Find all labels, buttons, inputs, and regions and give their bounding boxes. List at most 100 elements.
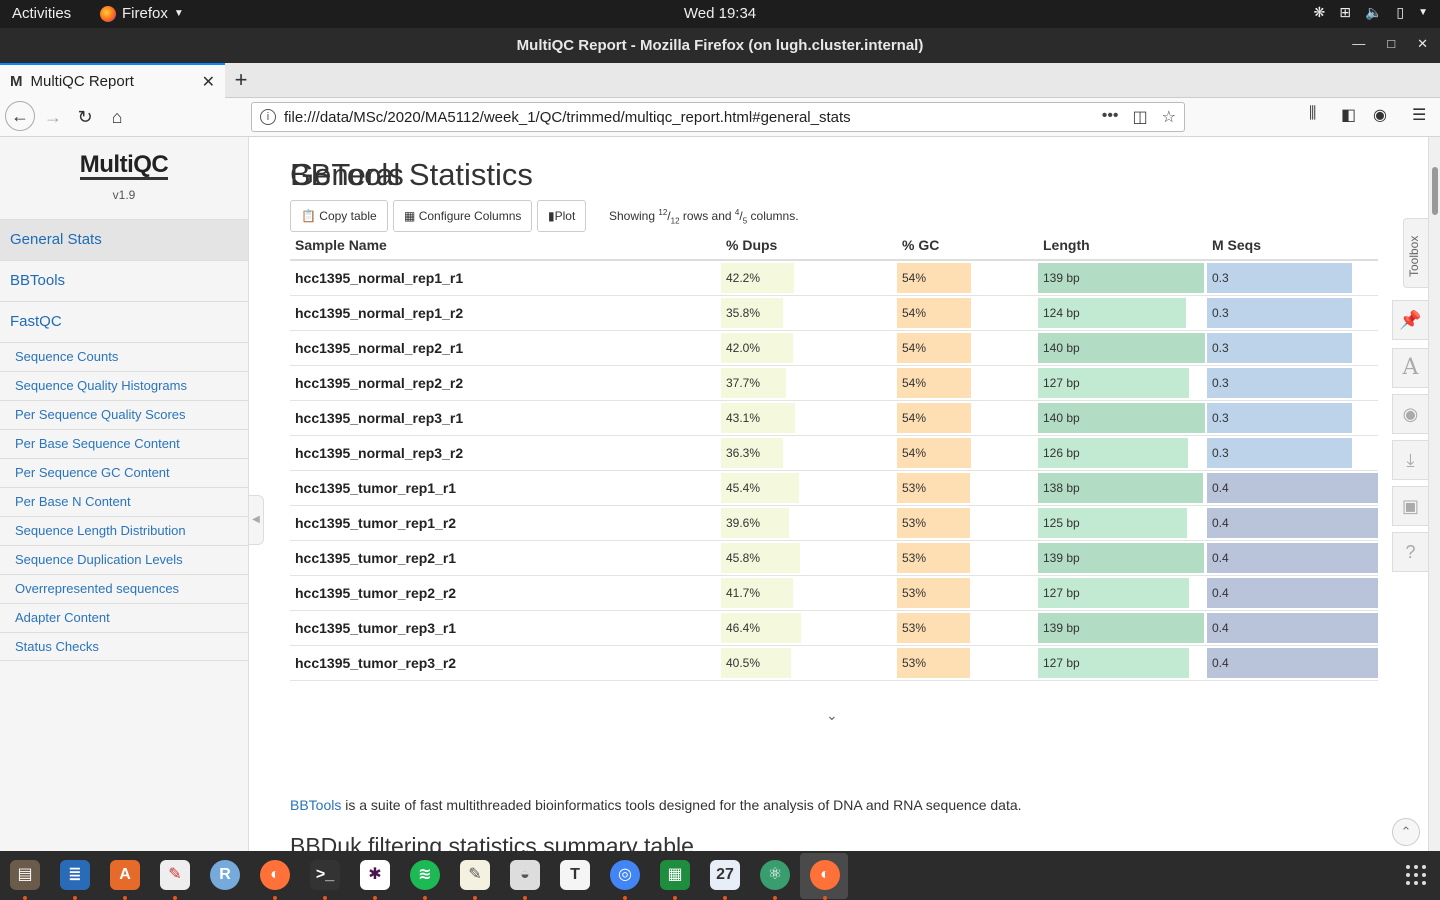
font-icon[interactable]: A [1392,348,1428,388]
pin-icon[interactable]: 📌 [1392,300,1428,340]
sample-name[interactable]: hcc1395_tumor_rep1_r1 [295,480,457,496]
scrollbar-thumb[interactable] [1432,167,1438,215]
nav-sequence-quality-histograms[interactable]: Sequence Quality Histograms [0,371,248,400]
back-icon[interactable]: ← [5,101,35,131]
sample-name[interactable]: hcc1395_normal_rep2_r2 [295,375,464,391]
text-editor-icon[interactable]: ✎ [460,860,490,890]
nav-sequence-length-distribution[interactable]: Sequence Length Distribution [0,516,248,545]
sample-name[interactable]: hcc1395_normal_rep2_r1 [295,340,464,356]
show-applications-icon[interactable] [1406,865,1426,885]
software-icon[interactable]: A [110,860,140,890]
nav-sequence-duplication-levels[interactable]: Sequence Duplication Levels [0,545,248,574]
image-viewer-icon[interactable]: ◒ [510,860,540,890]
nav-fastqc[interactable]: FastQC [0,301,248,342]
page-scrollbar[interactable] [1428,137,1440,851]
forward-icon[interactable]: → [44,107,62,127]
eye-slash-icon[interactable]: ◉ [1392,394,1428,434]
mseqs-value: 0.4 [1212,551,1229,565]
gc-cell: 54% [897,368,1034,398]
nav-status-checks[interactable]: Status Checks [0,632,248,661]
info-icon[interactable]: i [260,109,276,125]
rstudio-icon[interactable]: R [210,860,240,890]
sample-name[interactable]: hcc1395_tumor_rep1_r2 [295,515,457,531]
nav-adapter-content[interactable]: Adapter Content [0,603,248,632]
url-text[interactable]: file:///data/MSc/2020/MA5112/week_1/QC/t… [284,109,851,126]
sample-name[interactable]: hcc1395_normal_rep1_r2 [295,305,464,321]
gc-bar [897,613,970,643]
app-menu[interactable]: Firefox ▼ [100,5,184,22]
reload-icon[interactable]: ↻ [77,107,93,127]
atom-icon[interactable]: ⚛ [760,860,790,890]
maximize-icon[interactable]: □ [1387,36,1396,51]
nav-per-base-sequence-content[interactable]: Per Base Sequence Content [0,429,248,458]
sample-name[interactable]: hcc1395_tumor_rep2_r1 [295,550,457,566]
col-mseqs[interactable]: M Seqs [1212,237,1262,253]
nav-general-stats[interactable]: General Stats [0,219,248,260]
col-sample-name[interactable]: Sample Name [295,237,387,253]
writer-icon[interactable]: ≣ [60,860,90,890]
col-length[interactable]: Length [1043,237,1090,253]
terminal-icon[interactable]: >_ [310,860,340,890]
nav-per-sequence-gc-content[interactable]: Per Sequence GC Content [0,458,248,487]
col-gc[interactable]: % GC [902,237,940,253]
sample-name[interactable]: hcc1395_tumor_rep3_r1 [295,620,457,636]
copy-table-button[interactable]: 📋 Copy table [290,200,388,232]
slack-icon[interactable]: ✱ [360,860,390,890]
length-cell: 139 bp [1038,613,1205,643]
mseqs-bar [1207,263,1352,293]
length-bar [1038,368,1189,398]
sample-name[interactable]: hcc1395_normal_rep3_r2 [295,445,464,461]
activities-button[interactable]: Activities [12,5,72,22]
menu-icon[interactable]: ☰ [1412,107,1427,124]
bookmark-star-icon[interactable]: ☆ [1161,109,1176,126]
save-icon[interactable]: ▣ [1392,486,1428,526]
sample-name[interactable]: hcc1395_tumor_rep2_r2 [295,585,457,601]
sample-name[interactable]: hcc1395_normal_rep3_r1 [295,410,464,426]
download-icon[interactable]: ⤓ [1392,440,1428,480]
configure-columns-button[interactable]: ▦ Configure Columns [393,200,533,232]
gc-cell: 54% [897,438,1034,468]
home-icon[interactable]: ⌂ [111,107,123,127]
help-icon[interactable]: ? [1392,532,1428,572]
table-body: hcc1395_normal_rep1_r1 42.2% 54% 139 bp 0.3 h… [290,261,1378,681]
clock[interactable]: Wed 19:34 [683,5,757,22]
pocket-icon[interactable]: ◫ [1132,109,1148,126]
minimize-icon[interactable]: — [1352,36,1366,51]
length-cell: 139 bp [1038,263,1205,293]
new-tab-icon[interactable]: + [234,67,248,92]
multiqc-logo[interactable]: MultiQC v1.9 [0,137,248,219]
calendar-icon[interactable]: 27 [710,860,740,890]
page-actions-icon[interactable]: ••• [1101,107,1119,124]
gc-cell: 53% [897,648,1034,678]
system-tray[interactable]: ❋ ⊞ 🔈 ▯ ▼ [1313,4,1428,21]
chrome-icon[interactable]: ◎ [610,860,640,890]
sample-name[interactable]: hcc1395_tumor_rep3_r2 [295,655,457,671]
nav-bbtools[interactable]: BBTools [0,260,248,301]
files-icon[interactable]: ▤ [10,860,40,890]
url-bar[interactable]: i file:///data/MSc/2020/MA5112/week_1/QC… [251,102,1185,132]
sidebar-toggle-icon[interactable]: ◧ [1341,107,1357,124]
scroll-to-top-button[interactable]: ⌃ [1392,818,1420,846]
sidebar-collapse-button[interactable]: ◀ [249,495,264,545]
close-icon[interactable]: ✕ [1417,36,1428,51]
expand-table-icon[interactable]: ⌄ [826,707,838,723]
nav-overrepresented-sequences[interactable]: Overrepresented sequences [0,574,248,603]
spotify-icon[interactable]: ≋ [410,860,440,890]
calc-icon[interactable]: ▦ [660,860,690,890]
sample-name[interactable]: hcc1395_normal_rep1_r1 [295,270,464,286]
typora-icon[interactable]: T [560,860,590,890]
nav-sequence-counts[interactable]: Sequence Counts [0,342,248,371]
nav-per-sequence-quality-scores[interactable]: Per Sequence Quality Scores [0,400,248,429]
col-dups[interactable]: % Dups [726,237,778,253]
tab-close-icon[interactable]: ✕ [201,74,215,91]
firefox-active-icon[interactable]: ◐ [810,860,840,890]
plot-button[interactable]: ▮Plot [537,200,587,232]
toolbox-toggle[interactable]: Toolbox [1403,218,1428,288]
evince-icon[interactable]: ✎ [160,860,190,890]
nav-per-base-n-content[interactable]: Per Base N Content [0,487,248,516]
account-icon[interactable]: ◉ [1373,107,1387,124]
library-icon[interactable]: ⫼ [1309,105,1317,122]
bbtools-link[interactable]: BBTools [290,797,342,813]
firefox-icon[interactable]: ◐ [260,860,290,890]
browser-tab[interactable]: M MultiQC Report ✕ [0,63,225,98]
